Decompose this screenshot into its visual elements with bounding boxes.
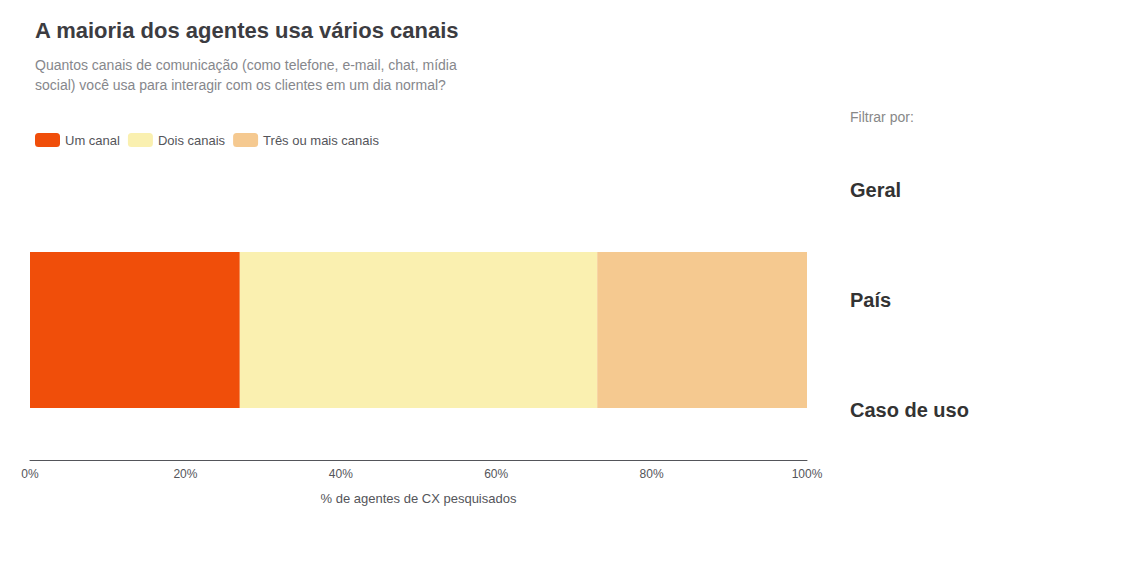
svg-text:Geral: Geral xyxy=(850,179,901,201)
svg-text:Um canal: Um canal xyxy=(65,133,120,148)
svg-text:Quantos canais de comunicação: Quantos canais de comunicação (como tele… xyxy=(35,57,457,73)
svg-text:Três ou mais canais: Três ou mais canais xyxy=(263,133,379,148)
svg-text:20%: 20% xyxy=(173,467,197,481)
svg-text:Filtrar por:: Filtrar por: xyxy=(850,109,914,125)
svg-text:Dois canais: Dois canais xyxy=(158,133,226,148)
svg-text:0%: 0% xyxy=(21,467,39,481)
svg-text:60%: 60% xyxy=(484,467,508,481)
svg-text:80%: 80% xyxy=(640,467,664,481)
svg-text:País: País xyxy=(850,289,891,311)
svg-text:social) você usa para interagi: social) você usa para interagir com os c… xyxy=(35,77,446,93)
svg-text:A maioria dos agentes usa vári: A maioria dos agentes usa vários canais xyxy=(35,18,458,43)
svg-text:40%: 40% xyxy=(329,467,353,481)
svg-text:Caso de uso: Caso de uso xyxy=(850,399,969,421)
svg-text:100%: 100% xyxy=(792,467,823,481)
svg-text:% de agentes de CX pesquisados: % de agentes de CX pesquisados xyxy=(321,491,517,506)
